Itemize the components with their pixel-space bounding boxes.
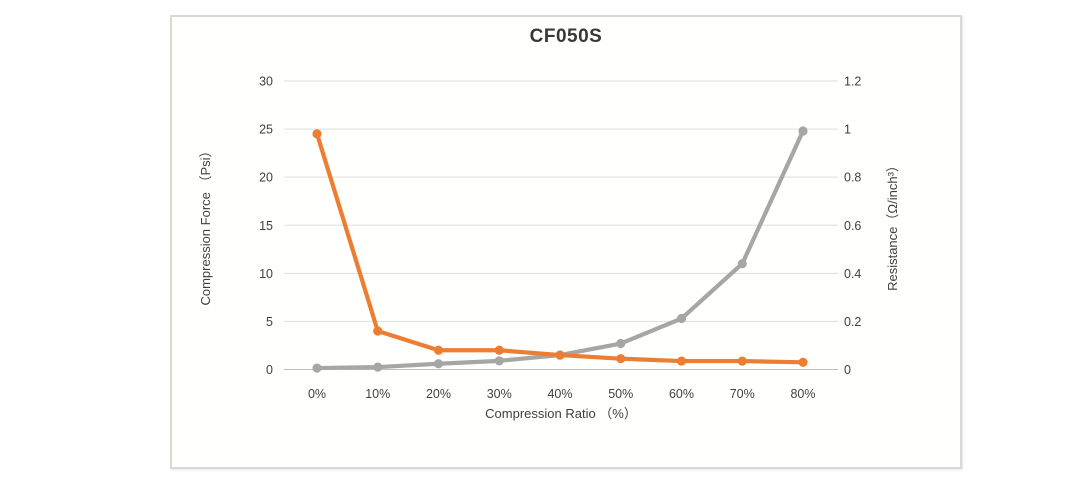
x-axis-title: Compression Ratio （%） [485,406,637,421]
data-point-marker [737,259,747,269]
data-point-marker [433,359,444,369]
chart-plot-area: 0 0 5 0.2 10 0.4 15 0.6 20 0.8 25 1 30 1.2 0% 10% 20% 30%… [198,75,900,422]
x-tick-label: 50% [608,387,633,401]
x-tick-label: 20% [426,387,451,401]
data-point-marker [494,345,504,355]
y-tick-label-left: 15 [259,219,273,233]
y-tick-label-left: 5 [266,315,273,329]
y-axis-title-right: Resistance（Ω/inch³） [885,159,900,291]
y-tick-label-right: 0.2 [844,315,861,329]
x-tick-label: 40% [547,387,572,401]
y-tick-label-right: 1.2 [844,75,861,89]
series-line-resistance [314,131,806,365]
x-tick-label: 70% [730,387,755,401]
chart-frame: CF050S 0 0 5 0.2 10 0.4 15 0.6 20 0.8 25 1 30 1.2 0% 10… [170,15,962,469]
data-point-marker [555,350,565,360]
x-tick-label: 0% [308,387,326,401]
y-tick-label-right: 0.4 [844,267,861,281]
y-tick-label-right: 1 [844,123,851,137]
x-tick-label: 80% [790,387,815,401]
series-line-compression-force [314,128,806,371]
y-tick-label-left: 30 [259,75,273,89]
data-point-marker [494,356,504,366]
data-point-marker [676,356,687,366]
chart-title: CF050S [529,26,603,47]
data-point-marker [798,126,808,136]
x-tick-label: 60% [669,387,694,401]
y-tick-label-right: 0.8 [844,171,861,185]
data-point-marker [616,354,626,364]
series-lines [312,126,808,373]
y-axis-title-left: Compression Force （Psi） [198,144,213,305]
data-point-marker [676,313,687,324]
data-point-marker [798,357,808,367]
y-tick-label-right: 0.6 [844,219,861,233]
y-tick-label-left: 0 [266,363,273,377]
tick-labels: 0 0 5 0.2 10 0.4 15 0.6 20 0.8 25 1 30 1.2 0% 10% 20% 30%… [259,75,861,402]
gridlines [284,80,838,370]
y-tick-label-left: 25 [259,123,273,137]
y-tick-label-left: 20 [259,171,273,185]
y-tick-label-left: 10 [259,267,273,281]
x-tick-label: 10% [365,387,390,401]
data-point-marker [433,345,444,355]
y-tick-label-right: 0 [844,363,851,377]
data-point-marker [312,363,322,373]
data-point-marker [312,129,322,139]
data-point-marker [373,362,383,372]
data-point-marker [373,326,383,336]
data-point-marker [737,356,747,366]
data-point-marker [616,338,626,349]
x-tick-label: 30% [487,387,512,401]
